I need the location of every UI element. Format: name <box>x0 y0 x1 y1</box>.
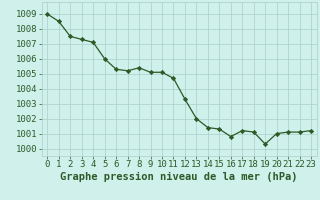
X-axis label: Graphe pression niveau de la mer (hPa): Graphe pression niveau de la mer (hPa) <box>60 172 298 182</box>
